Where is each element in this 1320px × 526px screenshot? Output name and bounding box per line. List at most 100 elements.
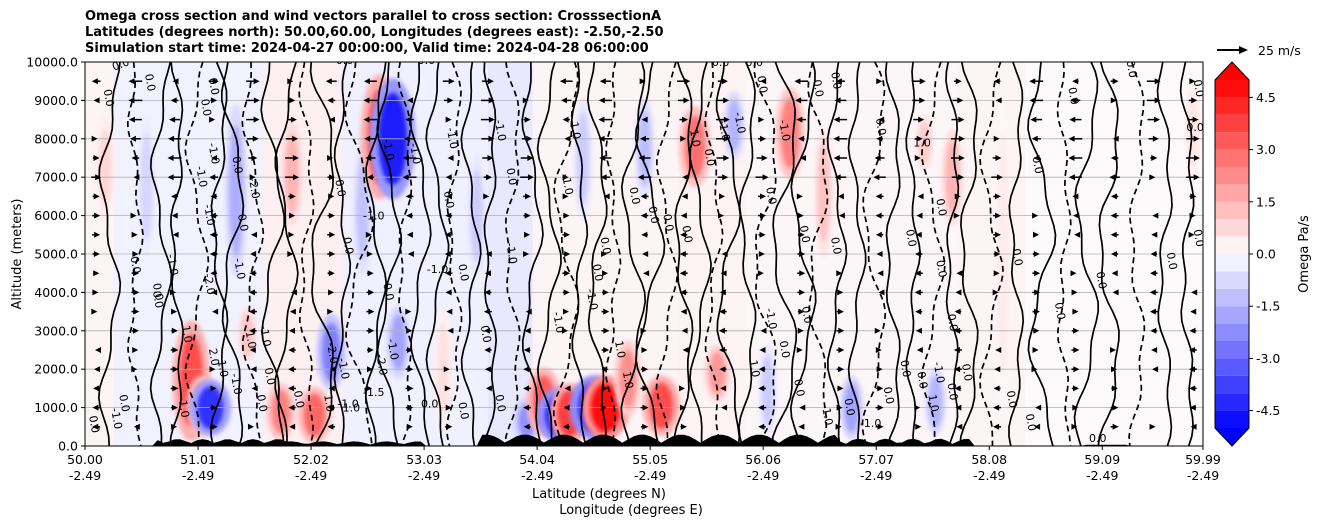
contour-label-80: 0.0 xyxy=(828,236,844,255)
contour-label-75: 0.0 xyxy=(754,75,770,94)
wind-vector-head-473 xyxy=(445,116,452,123)
wind-vector-head-136 xyxy=(875,347,882,353)
wind-vector-head-169 xyxy=(1033,327,1040,334)
colorbar-segment-2 xyxy=(1215,375,1249,394)
wind-vector-head-319 xyxy=(94,212,101,219)
wind-vector-head-399 xyxy=(958,174,965,181)
wind-vector-head-212 xyxy=(445,289,452,296)
contour-line-4 xyxy=(184,62,210,446)
colorbar-segment-10 xyxy=(1215,236,1249,254)
contour-line-56 xyxy=(1156,62,1173,446)
contour-label-18: 2.0 xyxy=(206,347,222,366)
contour-label-21: -1.0 xyxy=(108,407,125,430)
wind-vector-head-524 xyxy=(172,78,179,85)
wind-vector-head-61 xyxy=(210,385,217,392)
wind-vector-head-262 xyxy=(132,251,139,257)
wind-vector-head-77 xyxy=(837,385,844,392)
wind-vector-head-26 xyxy=(1112,423,1119,430)
wind-vector-head-522 xyxy=(91,78,98,85)
wind-vector-head-228 xyxy=(1071,289,1078,296)
omega-core-14 xyxy=(390,314,406,370)
wind-vector-head-163 xyxy=(797,327,804,334)
wind-vector-head-503 xyxy=(488,97,495,104)
wind-vector-head-166 xyxy=(915,327,922,334)
wind-vector-head-201 xyxy=(1149,308,1156,315)
wind-vector-head-276 xyxy=(679,251,686,257)
x-tick-lon-5: -2.49 xyxy=(634,468,666,483)
wind-vector-head-224 xyxy=(914,289,921,296)
wind-vector-head-14 xyxy=(642,423,649,430)
contour-label-2: 0.0 xyxy=(101,88,117,107)
wind-vector-head-391 xyxy=(637,174,644,181)
wind-vector-head-379 xyxy=(167,174,174,181)
colorbar-outline xyxy=(1214,61,1250,447)
omega-core-8 xyxy=(285,133,299,214)
wind-vector-head-550 xyxy=(1189,78,1196,85)
wind-vector-head-58 xyxy=(93,385,100,392)
wind-vector-head-404 xyxy=(1149,174,1156,181)
wind-vector-head-301 xyxy=(524,231,531,238)
wind-vector-head-509 xyxy=(723,97,730,104)
contour-label-65: 0.0 xyxy=(627,186,643,205)
wind-vector-head-448 xyxy=(598,135,605,142)
wind-vector-head-440 xyxy=(292,135,299,142)
wind-vector-head-463 xyxy=(1193,135,1200,142)
x-tick-lon-7: -2.49 xyxy=(860,468,892,483)
wind-vector-head-68 xyxy=(485,385,492,392)
wind-vector-head-353 xyxy=(289,193,296,200)
colorbar-segment-7 xyxy=(1215,288,1249,307)
wind-vector-head-112 xyxy=(1073,366,1080,373)
wind-vector-head-305 xyxy=(680,231,687,238)
wind-vector-head-434 xyxy=(1193,155,1200,161)
contour-line-2 xyxy=(149,62,173,446)
colorbar-tick-label-0: -4.5 xyxy=(1256,403,1280,418)
wind-vector-head-132 xyxy=(718,347,725,353)
wind-vector-head-22 xyxy=(956,423,963,430)
contour-line-10 xyxy=(298,62,315,446)
wind-vector-head-173 xyxy=(1189,327,1196,334)
x-tick-lon-2: -2.49 xyxy=(295,468,327,483)
contour-label-76: 0.0 xyxy=(810,79,826,98)
wind-vector-head-2 xyxy=(171,423,178,430)
wind-vector-head-216 xyxy=(602,289,609,296)
wind-vector-head-252 xyxy=(877,270,884,277)
wind-vector-head-43 xyxy=(642,404,649,411)
wind-vector-head-274 xyxy=(601,251,608,257)
wind-vector-head-521 xyxy=(1191,97,1198,104)
contour-line-38 xyxy=(770,62,798,446)
wind-vector-head-423 xyxy=(761,155,768,161)
contour-line-32 xyxy=(673,62,694,446)
contour-line-8 xyxy=(260,62,286,446)
wind-vector-head-143 xyxy=(1151,347,1158,353)
wind-vector-head-158 xyxy=(603,327,610,334)
wind-vector-head-19 xyxy=(835,423,842,430)
y-tick-label-2: 2000.0 xyxy=(34,362,78,377)
wind-vector-head-538 xyxy=(721,78,728,85)
wind-vector-head-81 xyxy=(993,385,1000,392)
wind-vector-head-134 xyxy=(796,347,803,353)
contour-label-99: 0.0 xyxy=(903,228,919,247)
wind-vector-head-495 xyxy=(170,97,177,104)
contour-line-54 xyxy=(1097,62,1120,446)
wind-vector-head-0 xyxy=(92,423,99,430)
contour-label-22: 0.0 xyxy=(86,415,102,434)
wind-vector-head-57 xyxy=(1189,404,1196,411)
contour-label-55: -1.0 xyxy=(503,242,520,265)
wind-vector-head-42 xyxy=(600,404,607,411)
wind-vector-head-511 xyxy=(795,97,802,104)
wind-vector-head-482 xyxy=(796,116,803,123)
wind-vector-head-281 xyxy=(876,251,883,257)
wind-vector-head-88 xyxy=(131,366,138,373)
wind-vector-head-215 xyxy=(563,289,570,296)
wind-vector-head-501 xyxy=(407,97,414,104)
contour-label-84: 0.0 xyxy=(777,340,793,359)
wind-vector-head-278 xyxy=(758,251,765,257)
wind-vector-head-385 xyxy=(402,174,409,181)
wind-vector-head-50 xyxy=(914,404,921,411)
wind-vector-head-380 xyxy=(209,174,216,181)
wind-vector-head-531 xyxy=(448,78,455,85)
wind-vector-head-159 xyxy=(640,327,647,334)
wind-vector-head-371 xyxy=(994,193,1001,200)
wind-vector-head-350 xyxy=(170,193,177,200)
contour-label-25: 1.0 xyxy=(243,330,259,349)
